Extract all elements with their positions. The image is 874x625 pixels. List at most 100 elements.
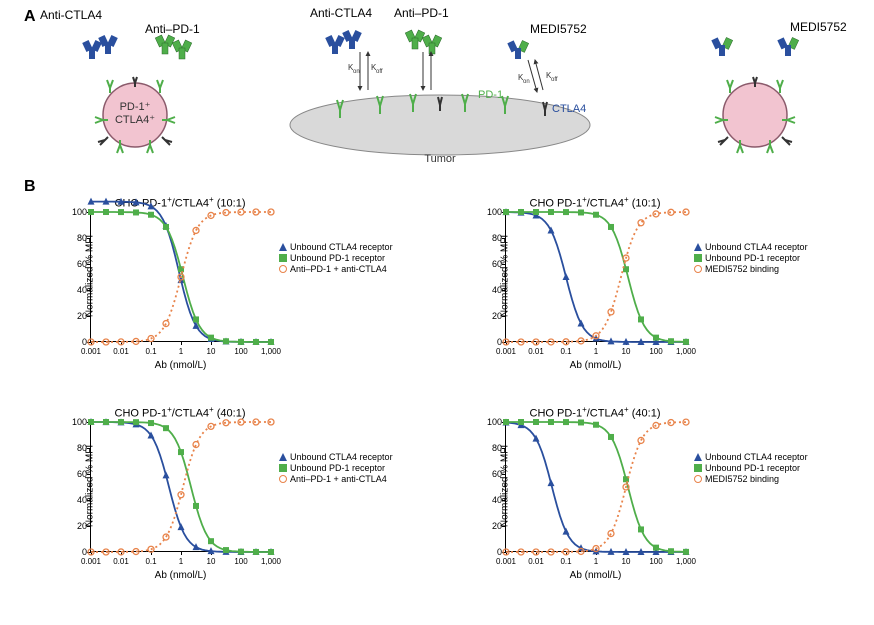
y-tick: 0 [484, 337, 502, 347]
legend: Unbound CTLA4 receptorUnbound PD-1 recep… [694, 452, 808, 485]
curves-svg [91, 212, 271, 342]
x-tick: 0.1 [145, 557, 156, 566]
anti-ctla4-mid-label: Anti-CTLA4 [310, 6, 372, 20]
legend-marker-icon [694, 265, 702, 273]
chart-tl: CHO PD-1+/CTLA4+ (10:1) 0204060801000.001… [90, 195, 270, 342]
x-tick: 10 [207, 347, 216, 356]
legend-text: Unbound PD-1 receptor [290, 463, 385, 473]
x-tick: 100 [649, 557, 662, 566]
x-tick: 1,000 [676, 347, 696, 356]
legend-item: Unbound PD-1 receptor [694, 253, 808, 263]
tumor-label: Tumor [424, 153, 456, 165]
y-tick: 0 [69, 337, 87, 347]
legend-item: Unbound CTLA4 receptor [279, 242, 393, 252]
svg-text:on: on [523, 79, 530, 85]
x-tick: 100 [649, 347, 662, 356]
legend-marker-icon [279, 265, 287, 273]
anti-pd1-left-label: Anti–PD-1 [145, 22, 200, 36]
x-axis-label: Ab (nmol/L) [570, 360, 622, 371]
legend-text: Unbound CTLA4 receptor [705, 452, 808, 462]
panel-a-diagram: PD-1⁺ CTLA4⁺ [40, 10, 840, 170]
x-tick: 0.01 [528, 557, 544, 566]
x-tick: 1 [179, 347, 183, 356]
legend-text: Anti–PD-1 + anti-CTLA4 [290, 474, 387, 484]
x-tick: 0.01 [113, 347, 129, 356]
medi-mid-label: MEDI5752 [530, 22, 587, 36]
x-tick: 1,000 [261, 557, 281, 566]
legend-text: MEDI5752 binding [705, 264, 779, 274]
svg-text:on: on [353, 69, 360, 75]
curves-svg [506, 422, 686, 552]
legend-marker-icon [694, 464, 702, 472]
y-tick: 100 [484, 207, 502, 217]
x-tick: 10 [207, 557, 216, 566]
legend-marker-icon [279, 464, 287, 472]
legend-text: Unbound PD-1 receptor [705, 463, 800, 473]
chart-br: CHO PD-1+/CTLA4+ (40:1) 0204060801000.001… [505, 405, 685, 552]
x-tick: 0.1 [560, 347, 571, 356]
x-tick: 10 [622, 557, 631, 566]
legend-marker-icon [694, 453, 702, 461]
legend-item: MEDI5752 binding [694, 264, 808, 274]
x-tick: 0.1 [560, 557, 571, 566]
legend-item: Unbound PD-1 receptor [279, 463, 393, 473]
curves-svg [91, 422, 271, 552]
chart-title: CHO PD-1+/CTLA4+ (10:1) [90, 195, 270, 210]
legend-text: MEDI5752 binding [705, 474, 779, 484]
svg-text:off: off [551, 77, 558, 83]
legend-marker-icon [694, 243, 702, 251]
plot-area: 0204060801000.0010.010.11101001,000Norma… [90, 212, 270, 342]
chart-title: CHO PD-1+/CTLA4+ (40:1) [505, 405, 685, 420]
legend-marker-icon [279, 475, 287, 483]
legend-item: MEDI5752 binding [694, 474, 808, 484]
plot-area: 0204060801000.0010.010.11101001,000Norma… [90, 422, 270, 552]
x-tick: 1 [594, 347, 598, 356]
legend: Unbound CTLA4 receptorUnbound PD-1 recep… [279, 242, 393, 275]
x-tick: 1,000 [261, 347, 281, 356]
legend-marker-icon [279, 254, 287, 262]
x-axis-label: Ab (nmol/L) [155, 360, 207, 371]
svg-text:CTLA4: CTLA4 [552, 103, 586, 115]
legend-item: Unbound CTLA4 receptor [694, 242, 808, 252]
x-tick: 0.001 [496, 347, 516, 356]
chart-title: CHO PD-1+/CTLA4+ (10:1) [505, 195, 685, 210]
legend-item: Anti–PD-1 + anti-CTLA4 [279, 474, 393, 484]
chart-bl: CHO PD-1+/CTLA4+ (40:1) 0204060801000.001… [90, 405, 270, 552]
y-tick: 0 [484, 547, 502, 557]
y-tick: 100 [69, 207, 87, 217]
y-tick: 0 [69, 547, 87, 557]
anti-pd1-mid-label: Anti–PD-1 [394, 6, 449, 20]
legend-item: Unbound CTLA4 receptor [694, 452, 808, 462]
x-tick: 1 [179, 557, 183, 566]
legend-marker-icon [694, 475, 702, 483]
legend-marker-icon [279, 243, 287, 251]
svg-text:PD-1: PD-1 [478, 89, 503, 101]
svg-text:CTLA4⁺: CTLA4⁺ [115, 114, 155, 126]
legend: Unbound CTLA4 receptorUnbound PD-1 recep… [279, 452, 393, 485]
chart-title: CHO PD-1+/CTLA4+ (40:1) [90, 405, 270, 420]
medi-right-label: MEDI5752 [790, 20, 847, 34]
x-tick: 0.001 [81, 557, 101, 566]
x-tick: 100 [234, 347, 247, 356]
x-tick: 10 [622, 347, 631, 356]
chart-tr: CHO PD-1+/CTLA4+ (10:1)0204060801000.001… [505, 195, 685, 342]
legend-item: Unbound PD-1 receptor [694, 463, 808, 473]
svg-text:PD-1⁺: PD-1⁺ [120, 101, 151, 113]
legend-item: Unbound CTLA4 receptor [279, 452, 393, 462]
legend: Unbound CTLA4 receptorUnbound PD-1 recep… [694, 242, 808, 275]
y-tick: 100 [484, 417, 502, 427]
legend-item: Unbound PD-1 receptor [279, 253, 393, 263]
panel-a-label: A [24, 8, 36, 26]
legend-marker-icon [279, 453, 287, 461]
plot-area: 0204060801000.0010.010.11101001,000Norma… [505, 422, 685, 552]
curves-svg [506, 212, 686, 342]
x-tick: 0.01 [113, 557, 129, 566]
legend-text: Unbound CTLA4 receptor [705, 242, 808, 252]
legend-marker-icon [694, 254, 702, 262]
x-tick: 0.01 [528, 347, 544, 356]
x-tick: 0.1 [145, 347, 156, 356]
legend-text: Unbound CTLA4 receptor [290, 242, 393, 252]
x-tick: 1,000 [676, 557, 696, 566]
legend-text: Anti–PD-1 + anti-CTLA4 [290, 264, 387, 274]
x-axis-label: Ab (nmol/L) [155, 570, 207, 581]
